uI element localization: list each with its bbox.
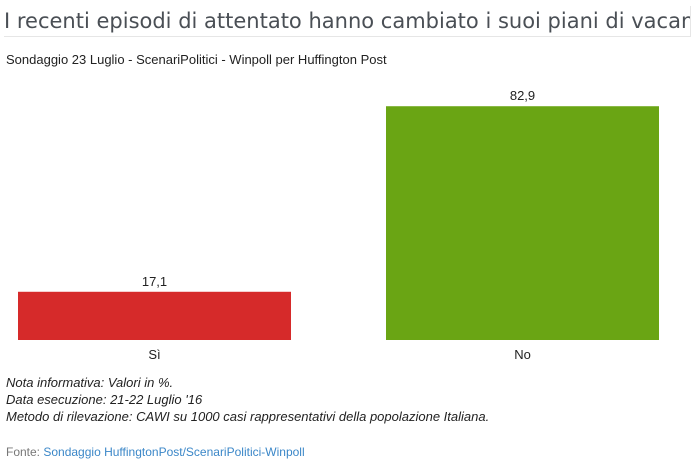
note-values: Nota informativa: Valori in %. [6,375,174,390]
value-label-1: 82,9 [510,88,535,103]
source-link[interactable]: Sondaggio HuffingtonPost/ScenariPolitici… [43,445,305,459]
bar-chart: 17,1 Sì 82,9 No [18,88,659,362]
value-label-0: 17,1 [142,274,167,289]
note-method: Metodo di rilevazione: CAWI su 1000 casi… [6,409,490,424]
category-label-0: Sì [148,347,160,362]
note-date: Data esecuzione: 21-22 Luglio '16 [6,392,203,407]
source-line: Fonte: Sondaggio HuffingtonPost/ScenariP… [6,445,305,459]
source-prefix: Fonte: [6,445,44,459]
bar-1 [386,106,659,340]
chart-subtitle: Sondaggio 23 Luglio - ScenariPolitici - … [6,52,387,67]
bar-0 [18,291,291,340]
category-label-1: No [514,347,531,362]
chart-title: I recenti episodi di attentato hanno cam… [4,6,691,37]
